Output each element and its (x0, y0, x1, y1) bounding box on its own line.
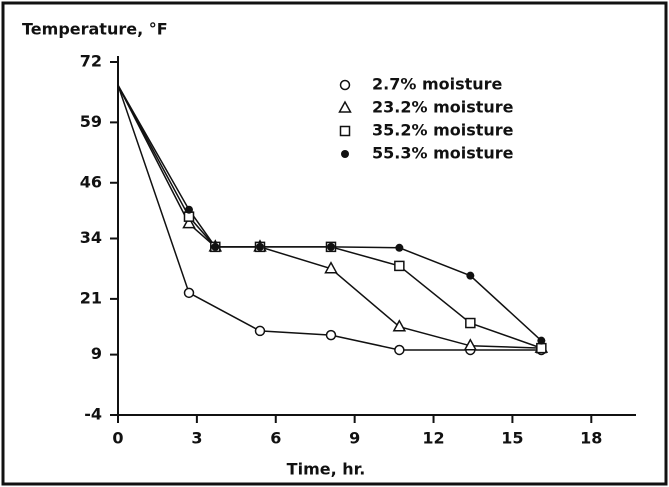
y-tick-label: 46 (80, 172, 102, 191)
legend-marker (338, 100, 352, 113)
marker (394, 260, 405, 272)
y-tick-label: 9 (91, 344, 102, 363)
x-tick-label: 18 (580, 429, 602, 448)
marker (537, 336, 546, 345)
legend-marker (339, 79, 351, 91)
legend-label: 35.2% moisture (372, 121, 514, 140)
y-tick-label: 21 (80, 288, 102, 307)
marker (255, 242, 264, 251)
marker (536, 342, 547, 354)
legend-marker (339, 125, 351, 137)
x-tick-label: 6 (270, 429, 281, 448)
legend-label: 55.3% moisture (372, 144, 514, 163)
y-tick-label: 34 (80, 228, 102, 247)
marker (395, 243, 404, 252)
marker (392, 319, 407, 332)
marker (463, 338, 478, 351)
y-tick-label: 59 (80, 112, 102, 131)
marker (254, 325, 266, 337)
marker (211, 242, 220, 251)
marker (183, 287, 195, 299)
x-tick-label: 0 (112, 429, 123, 448)
marker (394, 344, 405, 356)
marker (184, 205, 193, 214)
marker (325, 329, 337, 341)
x-tick-label: 9 (349, 429, 360, 448)
marker (326, 242, 335, 251)
x-tick-label: 3 (191, 429, 202, 448)
x-axis-title: Time, hr. (287, 460, 366, 479)
y-tick-label: 72 (80, 52, 102, 71)
legend-label: 2.7% moisture (372, 75, 503, 94)
marker (182, 216, 196, 229)
marker (466, 271, 475, 280)
y-axis-title: Temperature, °F (22, 20, 168, 39)
y-tick-label: -4 (84, 405, 102, 424)
legend-label: 23.2% moisture (372, 98, 514, 117)
x-tick-label: 15 (501, 429, 523, 448)
marker (324, 261, 338, 274)
x-tick-label: 12 (422, 429, 444, 448)
legend-marker (341, 150, 349, 158)
marker (465, 317, 476, 329)
